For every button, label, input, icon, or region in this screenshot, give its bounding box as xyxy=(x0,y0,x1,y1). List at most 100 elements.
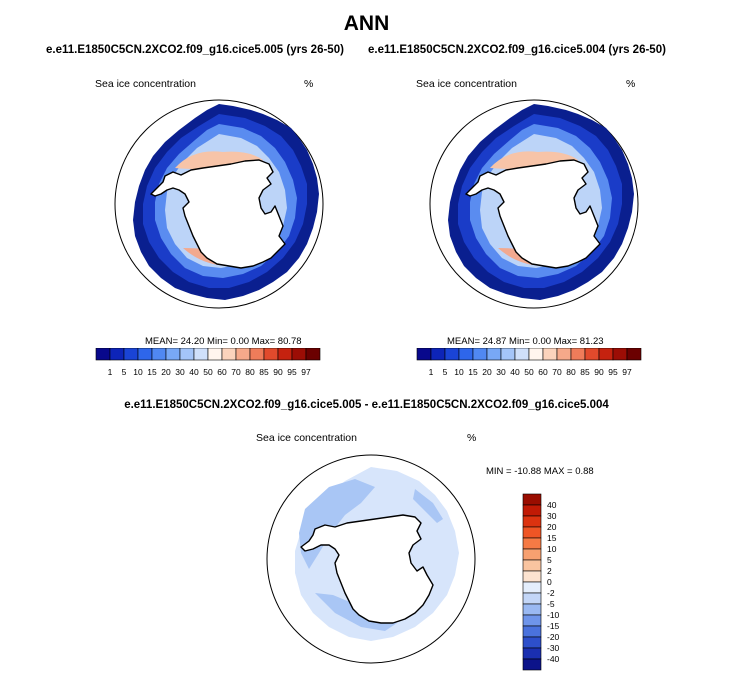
colorbar-swatch xyxy=(522,592,542,605)
colorbar-tick-label: -5 xyxy=(547,599,555,609)
colorbar-tick-label: 30 xyxy=(175,367,185,377)
colorbar-tick-label: 90 xyxy=(273,367,283,377)
colorbar-tick-label: 70 xyxy=(552,367,562,377)
left-variable-label: Sea ice concentration xyxy=(95,78,196,90)
colorbar-tick-label: -40 xyxy=(547,654,560,664)
colorbar-swatch xyxy=(584,348,600,361)
colorbar-tick-label: 1 xyxy=(108,367,113,377)
colorbar-swatch xyxy=(291,348,307,361)
left-stats-text: MEAN= 24.20 Min= 0.00 Max= 80.78 xyxy=(145,336,302,347)
colorbar-tick-label: 20 xyxy=(161,367,171,377)
colorbar-tick-label: 15 xyxy=(468,367,478,377)
right-polar-map xyxy=(429,99,639,309)
colorbar-swatch xyxy=(522,515,542,528)
colorbar-swatch xyxy=(305,348,321,361)
antarctica-coastline xyxy=(465,159,601,269)
colorbar-swatch xyxy=(235,348,251,361)
colorbar-swatch xyxy=(570,348,586,361)
colorbar-tick-label: 60 xyxy=(538,367,548,377)
colorbar-swatch xyxy=(472,348,488,361)
colorbar-tick-label: 5 xyxy=(547,555,552,565)
diff-east-decrease xyxy=(413,489,443,523)
colorbar-swatch xyxy=(612,348,628,361)
diff-panel-title: e.e11.E1850C5CN.2XCO2.f09_g16.cice5.005 … xyxy=(124,399,609,411)
diff-polar-map xyxy=(266,454,476,664)
colorbar-swatch xyxy=(522,614,542,627)
colorbar-swatch xyxy=(522,658,542,671)
colorbar-tick-label: 97 xyxy=(622,367,632,377)
right-units-label: % xyxy=(626,78,636,90)
colorbar-swatch xyxy=(444,348,460,361)
colorbar-swatch xyxy=(598,348,614,361)
colorbar-tick-label: 60 xyxy=(217,367,227,377)
colorbar-swatch xyxy=(626,348,642,361)
colorbar-swatch xyxy=(263,348,279,361)
colorbar-tick-label: 30 xyxy=(547,511,557,521)
diff-units-label: % xyxy=(467,432,477,444)
colorbar-swatch xyxy=(522,581,542,594)
colorbar-swatch xyxy=(430,348,446,361)
colorbar-swatch xyxy=(277,348,293,361)
colorbar-swatch xyxy=(522,548,542,561)
antarctica-coastline xyxy=(150,159,286,269)
colorbar-tick-label: 70 xyxy=(231,367,241,377)
colorbar-tick-label: 2 xyxy=(547,566,552,576)
antarctica-coastline xyxy=(300,514,434,624)
colorbar-tick-label: -20 xyxy=(547,632,560,642)
colorbar-swatch xyxy=(514,348,530,361)
figure-title: ANN xyxy=(343,12,390,35)
colorbar-tick-label: 97 xyxy=(301,367,311,377)
colorbar-swatch xyxy=(458,348,474,361)
left-units-label: % xyxy=(304,78,314,90)
colorbar-swatch xyxy=(416,348,432,361)
colorbar-tick-label: 40 xyxy=(189,367,199,377)
colorbar-tick-label: 50 xyxy=(203,367,213,377)
colorbar-swatch xyxy=(556,348,572,361)
colorbar-tick-label: 85 xyxy=(580,367,590,377)
colorbar-swatch xyxy=(221,348,237,361)
colorbar-swatch xyxy=(151,348,167,361)
colorbar-swatch xyxy=(522,504,542,517)
colorbar-swatch xyxy=(123,348,139,361)
colorbar-tick-label: -10 xyxy=(547,610,560,620)
colorbar-tick-label: 20 xyxy=(482,367,492,377)
colorbar-tick-label: -2 xyxy=(547,588,555,598)
colorbar-tick-label: 40 xyxy=(547,500,557,510)
right-panel-title: e.e11.E1850C5CN.2XCO2.f09_g16.cice5.004 … xyxy=(368,44,666,56)
colorbar-tick-label: 95 xyxy=(287,367,297,377)
colorbar-swatch xyxy=(179,348,195,361)
colorbar-tick-label: 20 xyxy=(547,522,557,532)
colorbar-swatch xyxy=(522,625,542,638)
colorbar-tick-label: 80 xyxy=(566,367,576,377)
colorbar-tick-label: -15 xyxy=(547,621,560,631)
colorbar-tick-label: 5 xyxy=(122,367,127,377)
colorbar-swatch xyxy=(522,647,542,660)
colorbar-swatch xyxy=(542,348,558,361)
colorbar-tick-label: 85 xyxy=(259,367,269,377)
colorbar-tick-label: 95 xyxy=(608,367,618,377)
colorbar-swatch xyxy=(95,348,111,361)
colorbar-swatch xyxy=(486,348,502,361)
left-colorbar: 1 5 10 15 20 30 40 50 60 70 80 85 90 95 97 xyxy=(95,348,321,377)
colorbar-tick-label: 15 xyxy=(547,533,557,543)
colorbar-swatch xyxy=(500,348,516,361)
right-stats-text: MEAN= 24.87 Min= 0.00 Max= 81.23 xyxy=(447,336,604,347)
colorbar-swatch xyxy=(522,526,542,539)
colorbar-swatch xyxy=(522,537,542,550)
colorbar-tick-label: 1 xyxy=(429,367,434,377)
right-variable-label: Sea ice concentration xyxy=(416,78,517,90)
colorbar-tick-label: 0 xyxy=(547,577,552,587)
right-colorbar: 1 5 10 15 20 30 40 50 60 70 80 85 90 95 97 xyxy=(416,348,642,377)
colorbar-tick-label: 40 xyxy=(510,367,520,377)
colorbar-swatch xyxy=(193,348,209,361)
colorbar-swatch xyxy=(528,348,544,361)
diff-variable-label: Sea ice concentration xyxy=(256,432,357,444)
colorbar-tick-label: 15 xyxy=(147,367,157,377)
colorbar-tick-label: -30 xyxy=(547,643,560,653)
colorbar-tick-label: 10 xyxy=(454,367,464,377)
colorbar-swatch xyxy=(249,348,265,361)
colorbar-tick-label: 5 xyxy=(443,367,448,377)
colorbar-tick-label: 10 xyxy=(547,544,557,554)
colorbar-tick-label: 10 xyxy=(133,367,143,377)
